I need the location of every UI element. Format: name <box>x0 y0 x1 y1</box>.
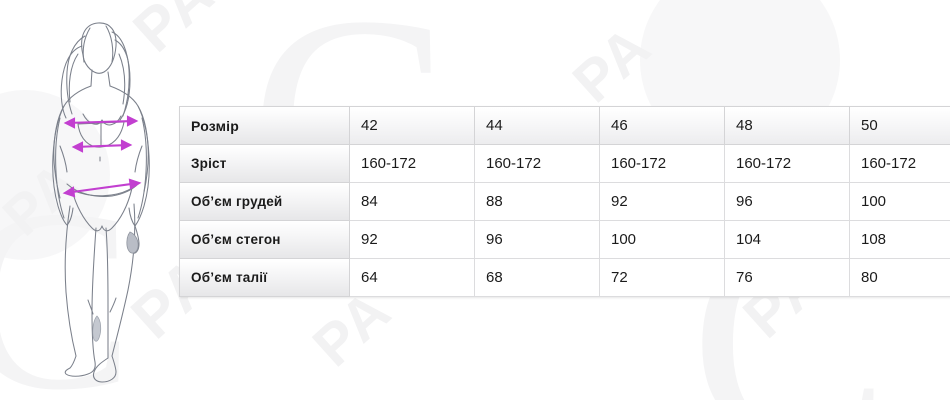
watermark-text: PA <box>560 13 664 116</box>
cell-waist-46: 72 <box>599 258 725 297</box>
cell-waist-44: 68 <box>474 258 600 297</box>
cell-waist-50: 80 <box>849 258 950 297</box>
waist-arrow <box>71 139 133 153</box>
held-object-icon <box>126 231 139 254</box>
cell-height-48: 160-172 <box>724 144 850 183</box>
row-label-height: Зріст <box>179 144 350 183</box>
header-col-2: 46 <box>599 106 725 145</box>
hips-arrow <box>62 178 142 198</box>
cell-bust-48: 96 <box>724 182 850 221</box>
cell-bust-44: 88 <box>474 182 600 221</box>
header-col-1: 44 <box>474 106 600 145</box>
ankle-shade <box>92 315 102 342</box>
cell-hips-48: 104 <box>724 220 850 259</box>
table-row: Об’єм грудей 84 88 92 96 100 <box>179 182 950 221</box>
cell-height-44: 160-172 <box>474 144 600 183</box>
size-table-container: Розмір 42 44 46 48 50 Зріст 160-172 160-… <box>179 106 950 297</box>
cell-hips-44: 96 <box>474 220 600 259</box>
table-row: Об’єм стегон 92 96 100 104 108 <box>179 220 950 259</box>
header-label-size: Розмір <box>179 106 350 145</box>
header-col-3: 48 <box>724 106 850 145</box>
body-outline-icon <box>52 22 150 383</box>
measurement-arrows <box>62 115 142 198</box>
female-body-measurement-figure <box>20 6 190 394</box>
size-table: Розмір 42 44 46 48 50 Зріст 160-172 160-… <box>179 106 950 297</box>
cell-bust-50: 100 <box>849 182 950 221</box>
row-label-bust: Об’єм грудей <box>179 182 350 221</box>
cell-height-50: 160-172 <box>849 144 950 183</box>
cell-waist-48: 76 <box>724 258 850 297</box>
table-row: Зріст 160-172 160-172 160-172 160-172 16… <box>179 144 950 183</box>
cell-height-42: 160-172 <box>349 144 475 183</box>
cell-hips-50: 108 <box>849 220 950 259</box>
row-label-waist: Об’єм талії <box>179 258 350 297</box>
header-col-4: 50 <box>849 106 950 145</box>
header-col-0: 42 <box>349 106 475 145</box>
cell-height-46: 160-172 <box>599 144 725 183</box>
cell-bust-46: 92 <box>599 182 725 221</box>
row-label-hips: Об’єм стегон <box>179 220 350 259</box>
cell-waist-42: 64 <box>349 258 475 297</box>
cell-hips-42: 92 <box>349 220 475 259</box>
table-row: Об’єм талії 64 68 72 76 80 <box>179 258 950 297</box>
cell-bust-42: 84 <box>349 182 475 221</box>
table-header-row: Розмір 42 44 46 48 50 <box>179 106 950 145</box>
cell-hips-46: 100 <box>599 220 725 259</box>
